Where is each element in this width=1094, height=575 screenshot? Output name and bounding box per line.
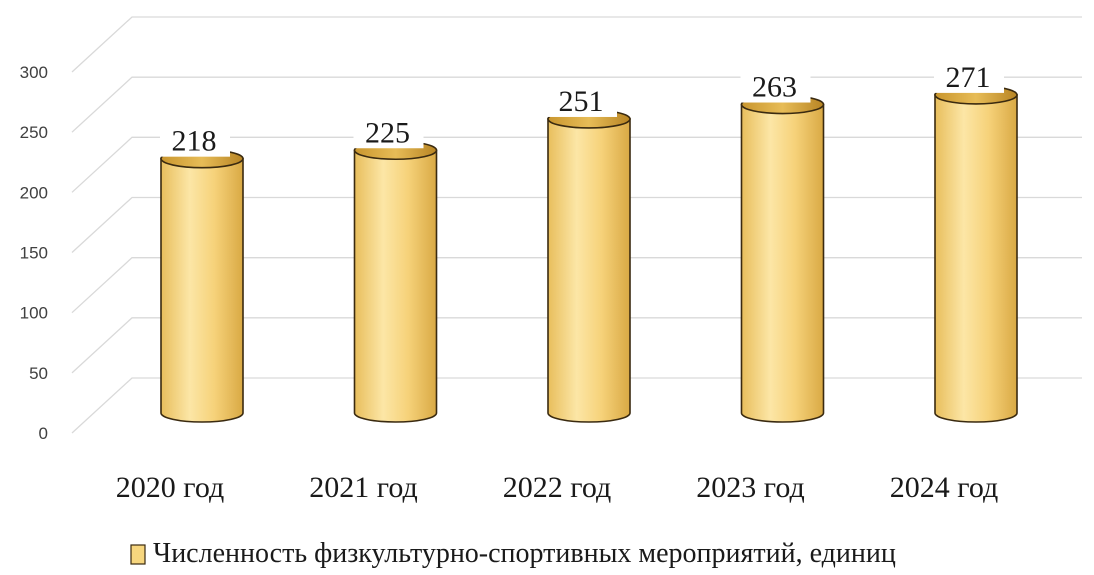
bar-body xyxy=(740,103,825,423)
data-label-bg xyxy=(740,66,811,103)
x-tick-label: 2022 год xyxy=(503,471,611,504)
x-tick-label: 2021 год xyxy=(309,471,417,504)
legend-label: Численность физкультурно-спортивных меро… xyxy=(153,538,896,569)
data-label: 271 xyxy=(946,61,991,94)
x-tick-label: 2023 год xyxy=(696,471,804,504)
bar: 225 xyxy=(353,112,438,423)
data-label: 251 xyxy=(559,85,604,118)
gridlines xyxy=(71,16,1082,434)
data-label-bg xyxy=(547,80,617,117)
data-label-bg xyxy=(353,112,424,149)
bars: 218 225 251 263 271 xyxy=(160,56,1018,423)
data-label-bg xyxy=(934,56,1004,93)
bar-body xyxy=(160,157,244,423)
bar: 271 xyxy=(934,56,1018,423)
x-tick-label: 2024 год xyxy=(890,471,998,504)
y-tick-label: 300 xyxy=(20,63,48,82)
bar: 263 xyxy=(740,66,825,423)
bar-body xyxy=(353,149,438,423)
x-tick-label: 2020 год xyxy=(116,471,224,504)
data-label: 225 xyxy=(365,116,410,149)
y-tick-label: 200 xyxy=(20,183,48,202)
legend: Численность физкультурно-спортивных меро… xyxy=(130,538,896,569)
gridline xyxy=(71,16,1082,73)
y-axis: 0 50 100 150 200 250 300 xyxy=(20,63,48,443)
y-tick-label: 250 xyxy=(20,123,48,142)
x-axis: 2020 год 2021 год 2022 год 2023 год 2024 год xyxy=(116,471,998,504)
bar: 218 xyxy=(160,120,244,423)
data-label: 263 xyxy=(752,71,797,104)
bar-body xyxy=(934,94,1018,423)
data-label-bg xyxy=(160,120,230,157)
y-tick-label: 100 xyxy=(20,304,48,323)
bar: 251 xyxy=(547,80,631,423)
y-tick-label: 50 xyxy=(29,364,48,383)
y-tick-label: 150 xyxy=(20,244,48,263)
legend-swatch xyxy=(130,544,146,565)
data-label: 218 xyxy=(172,125,217,158)
bar-body xyxy=(547,118,631,423)
y-tick-label: 0 xyxy=(39,424,48,443)
